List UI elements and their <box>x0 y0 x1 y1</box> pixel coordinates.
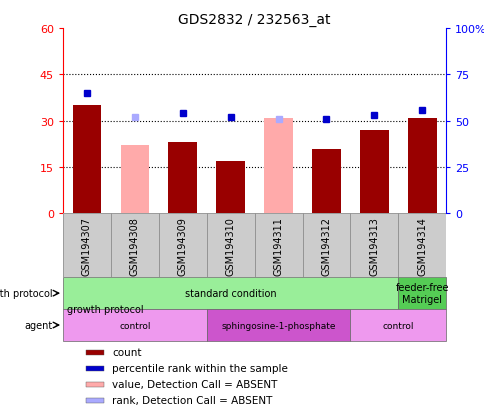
Text: growth protocol: growth protocol <box>0 288 52 299</box>
Text: GSM194313: GSM194313 <box>369 216 378 275</box>
Title: GDS2832 / 232563_at: GDS2832 / 232563_at <box>178 12 330 26</box>
Bar <box>86 382 104 387</box>
Text: GSM194309: GSM194309 <box>178 216 187 275</box>
Bar <box>349 309 445 341</box>
Bar <box>63 278 397 309</box>
Bar <box>158 214 206 278</box>
Bar <box>312 149 340 214</box>
Bar <box>120 146 149 214</box>
Bar <box>111 214 158 278</box>
Bar <box>63 214 111 278</box>
Bar <box>73 106 101 214</box>
Bar <box>397 214 445 278</box>
Text: standard condition: standard condition <box>184 288 276 299</box>
Bar <box>86 398 104 403</box>
Bar <box>206 309 349 341</box>
Text: rank, Detection Call = ABSENT: rank, Detection Call = ABSENT <box>112 395 272 405</box>
Bar <box>407 119 436 214</box>
Bar <box>264 119 292 214</box>
Text: sphingosine-1-phosphate: sphingosine-1-phosphate <box>221 321 335 330</box>
Bar <box>63 309 206 341</box>
Bar <box>254 214 302 278</box>
Text: growth protocol: growth protocol <box>67 304 143 314</box>
Bar <box>86 366 104 371</box>
Bar <box>86 350 104 355</box>
Text: percentile rank within the sample: percentile rank within the sample <box>112 363 287 373</box>
Bar <box>168 143 197 214</box>
Bar <box>206 214 254 278</box>
Text: GSM194311: GSM194311 <box>273 216 283 275</box>
Text: control: control <box>119 321 151 330</box>
Bar <box>216 161 244 214</box>
Text: GSM194314: GSM194314 <box>416 216 426 275</box>
Text: agent: agent <box>24 320 52 330</box>
Text: GSM194308: GSM194308 <box>130 216 139 275</box>
Text: feeder-free
Matrigel: feeder-free Matrigel <box>394 282 448 304</box>
Bar <box>397 278 445 309</box>
Text: count: count <box>112 348 141 358</box>
Text: GSM194310: GSM194310 <box>225 216 235 275</box>
Bar <box>359 131 388 214</box>
Text: GSM194312: GSM194312 <box>321 216 331 275</box>
Text: GSM194307: GSM194307 <box>82 216 92 275</box>
Bar <box>349 214 397 278</box>
Text: control: control <box>382 321 413 330</box>
Bar <box>302 214 349 278</box>
Text: value, Detection Call = ABSENT: value, Detection Call = ABSENT <box>112 380 277 389</box>
